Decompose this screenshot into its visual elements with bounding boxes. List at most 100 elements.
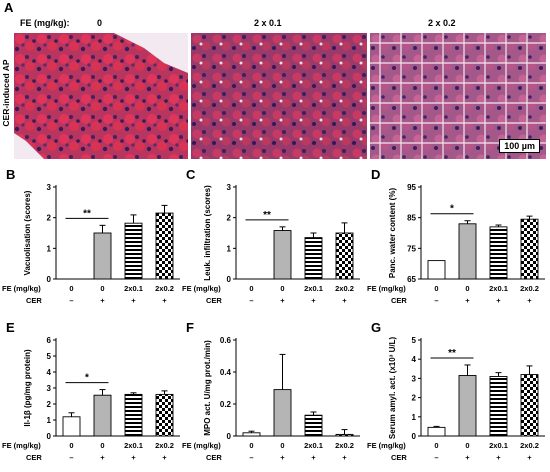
y-tick-label: 85 <box>407 214 416 223</box>
cer-tick-label: + <box>280 296 285 305</box>
y-tick-label: 2 <box>412 394 417 403</box>
cer-tick-label: + <box>100 453 105 462</box>
row-label: CER-induced AP <box>1 59 11 127</box>
y-tick-label: 3 <box>412 374 417 383</box>
y-tick-label: 95 <box>407 183 416 192</box>
chart-mpo: F MPO act. U/mg prot./min) 0 0.2 0.4 0.6 FE (m… <box>182 320 360 462</box>
cer-tick-label: + <box>100 296 105 305</box>
significance-marker: ** <box>448 348 456 359</box>
fe-row-label: FE (mg/kg) <box>367 441 406 450</box>
y-axis-label: Panc. water content (%) <box>388 188 397 279</box>
y-tick-label: 0.2 <box>220 400 232 409</box>
chart-vacuolisation: B Vacuolisation (scores) 0 1 2 3 ** FE (mg/kg) C… <box>2 167 180 305</box>
bar-2 <box>124 393 143 437</box>
y-tick-label: 3 <box>47 384 52 393</box>
bar-3 <box>335 433 354 437</box>
dose-header: FE (mg/kg): <box>20 18 70 28</box>
y-tick-label: 6 <box>47 336 52 345</box>
fe-tick-label: 0 <box>69 284 73 293</box>
panel-label-a: A <box>4 0 14 15</box>
bar-2 <box>304 414 323 437</box>
fe-tick-label: 0 <box>465 441 469 450</box>
bar-1 <box>93 394 112 437</box>
cer-tick-label: – <box>249 296 253 305</box>
fe-tick-label: 2x0.2 <box>335 441 354 450</box>
y-tick-label: 5 <box>412 336 417 345</box>
micrograph-fe-low <box>191 33 367 159</box>
y-tick-label: 5 <box>47 352 52 361</box>
fe-tick-label: 0 <box>434 284 438 293</box>
cer-tick-label: – <box>434 453 438 462</box>
bar-3 <box>155 393 174 437</box>
cer-row-label: CER <box>206 296 222 305</box>
significance-marker: ** <box>263 210 271 221</box>
fe-tick-label: 2x0.2 <box>155 441 174 450</box>
bar-3 <box>155 212 174 280</box>
y-tick-label: 0.6 <box>220 336 232 345</box>
cer-row-label: CER <box>26 453 42 462</box>
y-tick-label: 2 <box>47 214 52 223</box>
fe-row-label: FE (mg/kg) <box>367 284 406 293</box>
cer-tick-label: + <box>342 453 347 462</box>
chart-water-content: D Panc. water content (%) 65 75 85 95 * FE (mg/… <box>367 167 545 305</box>
cer-tick-label: + <box>527 453 532 462</box>
y-tick-label: 75 <box>407 244 416 253</box>
fe-tick-label: 0 <box>100 441 104 450</box>
bar-1 <box>458 375 477 437</box>
y-axis-label: Leuk. infiltration (scores) <box>203 185 212 281</box>
cer-row-label: CER <box>391 453 407 462</box>
fe-row-label: FE (mg/kg) <box>182 441 221 450</box>
bar-2 <box>489 226 508 280</box>
cer-tick-label: + <box>527 296 532 305</box>
significance-marker: * <box>85 373 89 384</box>
fe-tick-label: 2x0.2 <box>335 284 354 293</box>
y-tick-label: 0 <box>47 275 52 284</box>
y-tick-label: 1 <box>47 244 52 253</box>
y-tick-label: 1 <box>412 413 417 422</box>
y-tick-label: 1 <box>227 244 232 253</box>
cer-tick-label: + <box>465 296 470 305</box>
y-axis-label: MPO act. U/mg prot./min) <box>203 340 212 436</box>
y-tick-label: 4 <box>47 368 52 377</box>
fe-tick-label: 2x0.1 <box>124 284 143 293</box>
panel-label-g: G <box>371 320 381 335</box>
cer-tick-label: + <box>280 453 285 462</box>
y-tick-label: 4 <box>412 355 417 364</box>
y-tick-label: 0 <box>47 432 52 441</box>
fe-tick-label: 2x0.1 <box>489 441 508 450</box>
bar-1 <box>273 230 292 280</box>
bar-3 <box>520 218 539 280</box>
y-tick-label: 0 <box>227 432 232 441</box>
bar-0 <box>62 416 81 437</box>
cer-row-label: CER <box>206 453 222 462</box>
y-tick-label: 1 <box>47 416 52 425</box>
cer-tick-label: + <box>311 453 316 462</box>
dose-label-1: 2 x 0.1 <box>254 18 282 28</box>
bar-0 <box>427 260 446 280</box>
y-axis-label: Vacuolisation (scores) <box>23 190 32 275</box>
y-tick-label: 2 <box>47 400 52 409</box>
y-tick-label: 3 <box>47 183 52 192</box>
cer-tick-label: + <box>131 296 136 305</box>
y-tick-label: 0 <box>412 432 417 441</box>
cer-tick-label: + <box>311 296 316 305</box>
bar-1 <box>273 389 292 437</box>
bar-1 <box>458 223 477 280</box>
cer-tick-label: + <box>131 453 136 462</box>
cer-tick-label: + <box>496 296 501 305</box>
fe-tick-label: 0 <box>434 441 438 450</box>
fe-tick-label: 2x0.1 <box>124 441 143 450</box>
fe-row-label: FE (mg/kg) <box>2 441 41 450</box>
fe-tick-label: 2x0.1 <box>304 441 323 450</box>
cer-tick-label: + <box>465 453 470 462</box>
chart-serum-amylase: G Serum amyl. act. (x10³ U/L) 0 1 2 3 4 5 ** FE (… <box>367 320 545 462</box>
fe-row-label: FE (mg/kg) <box>2 284 41 293</box>
scale-bar: 100 µm <box>499 139 540 153</box>
fe-row-label: FE (mg/kg) <box>182 284 221 293</box>
fe-tick-label: 2x0.2 <box>155 284 174 293</box>
panel-label-e: E <box>6 320 15 335</box>
fe-tick-label: 0 <box>280 441 284 450</box>
fe-tick-label: 0 <box>249 284 253 293</box>
fe-tick-label: 0 <box>100 284 104 293</box>
fe-tick-label: 0 <box>69 441 73 450</box>
